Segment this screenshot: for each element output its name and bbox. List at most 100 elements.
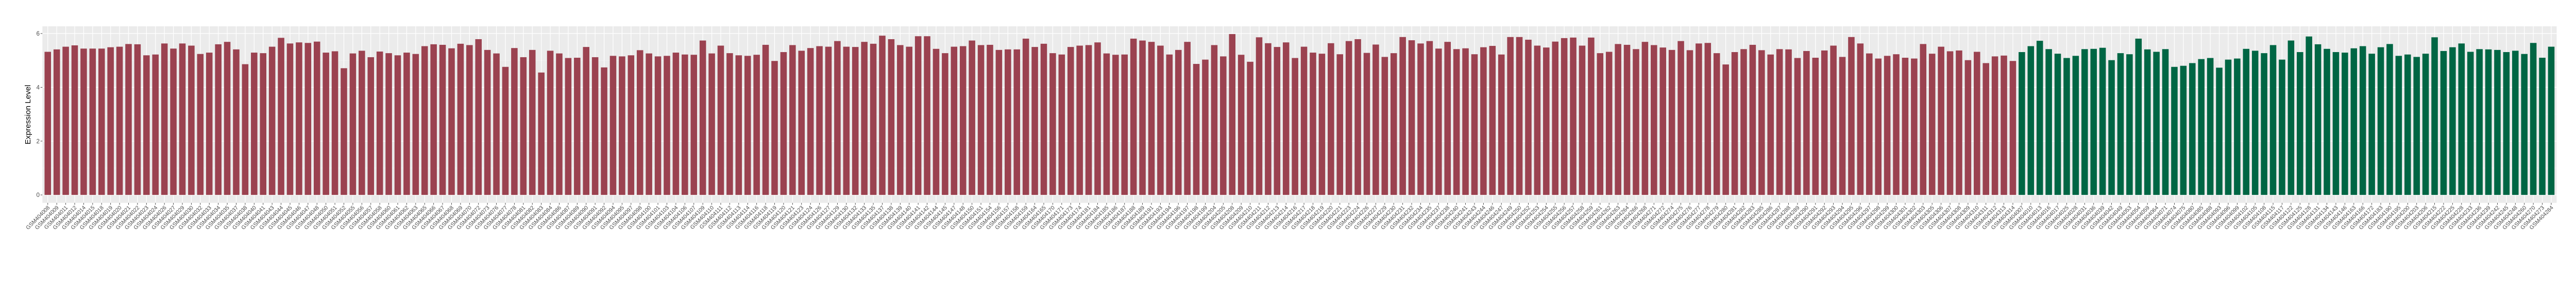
bar-GSM404132 bbox=[852, 47, 859, 195]
bar-GSM404257 bbox=[1570, 37, 1577, 195]
bar-GSM404068 bbox=[448, 48, 455, 195]
bar-GSM404122 bbox=[2287, 40, 2295, 195]
bar-GSM404085 bbox=[2198, 59, 2205, 195]
bar-GSM404186 bbox=[1112, 55, 1119, 195]
bar-GSM404103 bbox=[664, 56, 670, 195]
bar-GSM404100 bbox=[646, 53, 652, 195]
bar-GSM404062 bbox=[403, 53, 410, 195]
bar-GSM404280 bbox=[1722, 64, 1729, 195]
bar-GSM404196 bbox=[1175, 49, 1182, 195]
bar-GSM404214 bbox=[1282, 42, 1290, 195]
bar-GSM404058 bbox=[376, 51, 383, 195]
bar-GSM404258 bbox=[1579, 45, 1586, 195]
bar-GSM404056 bbox=[359, 51, 365, 195]
bar-GSM404171 bbox=[1058, 54, 1065, 195]
bar-GSM404183 bbox=[2377, 47, 2384, 195]
bar-GSM404204 bbox=[1211, 45, 1218, 195]
bar-GSM404029 bbox=[179, 43, 186, 195]
bar-GSM404298 bbox=[1875, 58, 1882, 195]
bar-GSM404139 bbox=[897, 45, 904, 195]
bar-GSM404148 bbox=[959, 46, 967, 195]
y-axis: 0 2 4 6 bbox=[36, 30, 43, 198]
bar-GSM404016 bbox=[2045, 49, 2052, 195]
bar-GSM404143 bbox=[2332, 52, 2340, 195]
bar-GSM404032 bbox=[197, 54, 204, 195]
bar-GSM404307 bbox=[1946, 51, 1954, 195]
bar-GSM404212 bbox=[1265, 43, 1272, 195]
bar-GSM404225 bbox=[2449, 47, 2456, 195]
bar-GSM404140 bbox=[906, 46, 912, 195]
bar-GSM404211 bbox=[1256, 37, 1263, 195]
bar-GSM404249 bbox=[1507, 37, 1514, 195]
bar-GSM404253 bbox=[1534, 45, 1541, 195]
bar-GSM404226 bbox=[1363, 53, 1370, 195]
bar-GSM404300 bbox=[1893, 54, 1900, 195]
bar-GSM404007 bbox=[2019, 52, 2025, 195]
bar-GSM404172 bbox=[2368, 54, 2375, 195]
bar-GSM404305 bbox=[1928, 54, 1936, 195]
bar-GSM404102 bbox=[2243, 48, 2250, 195]
bar-GSM404309 bbox=[1964, 60, 1972, 195]
bar-GSM404098 bbox=[636, 50, 643, 195]
bar-GSM404076 bbox=[493, 53, 500, 195]
bar-GSM404223 bbox=[1345, 41, 1352, 195]
bar-GSM404289 bbox=[1794, 58, 1801, 195]
bar-GSM404054 bbox=[2135, 38, 2142, 195]
bar-GSM404009 bbox=[53, 49, 60, 195]
bar-GSM404238 bbox=[1444, 42, 1451, 195]
bar-GSM404261 bbox=[1597, 53, 1604, 195]
bar-GSM404125 bbox=[2297, 52, 2303, 195]
bar-GSM404174 bbox=[1076, 45, 1083, 195]
bar-GSM404086 bbox=[556, 53, 563, 195]
bar-GSM404129 bbox=[834, 41, 841, 195]
bar-GSM404157 bbox=[1005, 49, 1011, 195]
bar-GSM404065 bbox=[421, 46, 428, 195]
bar-GSM404235 bbox=[1426, 41, 1433, 195]
bar-GSM404126 bbox=[816, 46, 823, 195]
y-tick-label: 2 bbox=[36, 138, 39, 145]
bar-GSM404193 bbox=[1157, 45, 1164, 195]
bar-GSM404097 bbox=[628, 55, 635, 195]
bar-GSM404027 bbox=[170, 48, 177, 195]
bar-GSM404074 bbox=[2171, 67, 2178, 195]
bar-GSM404018 bbox=[98, 48, 105, 195]
bar-GSM404217 bbox=[1300, 46, 1308, 195]
bar-GSM404093 bbox=[2216, 68, 2223, 195]
bar-GSM404314 bbox=[2009, 61, 2016, 195]
bar-GSM404128 bbox=[2306, 36, 2312, 195]
bar-GSM404262 bbox=[1605, 52, 1613, 195]
bar-GSM404064 bbox=[2153, 52, 2160, 195]
bar-GSM404035 bbox=[224, 42, 231, 195]
bar-GSM404014 bbox=[80, 48, 87, 195]
bar-GSM404083 bbox=[538, 72, 545, 195]
bar-GSM404066 bbox=[430, 44, 437, 195]
bar-GSM404215 bbox=[2431, 37, 2438, 195]
bar-GSM404277 bbox=[1696, 43, 1702, 195]
bar-GSM404044 bbox=[278, 38, 284, 195]
x-axis: GSM404008GSM404009GSM404011GSM404012GSM4… bbox=[25, 203, 2555, 231]
bar-GSM404195 bbox=[2395, 56, 2402, 195]
bar-GSM404067 bbox=[439, 44, 446, 195]
bar-GSM404268 bbox=[1641, 42, 1649, 195]
bar-GSM404170 bbox=[1049, 53, 1056, 195]
bar-GSM404072 bbox=[475, 39, 482, 195]
bar-GSM404288 bbox=[1785, 49, 1792, 195]
bar-GSM404190 bbox=[2386, 44, 2393, 195]
bar-GSM404256 bbox=[1561, 38, 1568, 195]
bar-GSM404270 bbox=[2530, 43, 2537, 195]
bar-GSM404285 bbox=[1758, 50, 1765, 195]
bar-GSM404081 bbox=[520, 57, 527, 195]
bar-GSM404047 bbox=[304, 43, 312, 195]
bar-GSM404075 bbox=[2180, 65, 2187, 195]
bar-GSM404036 bbox=[2090, 48, 2097, 195]
bar-GSM404061 bbox=[394, 55, 401, 195]
bar-GSM404080 bbox=[2189, 63, 2196, 195]
bar-GSM404134 bbox=[2324, 48, 2330, 195]
bar-GSM404191 bbox=[1148, 42, 1155, 195]
bar-GSM404055 bbox=[349, 53, 357, 195]
bar-GSM404206 bbox=[2422, 54, 2429, 195]
bar-GSM404089 bbox=[574, 57, 581, 195]
bar-GSM404008 bbox=[44, 52, 52, 195]
bar-GSM404227 bbox=[1372, 44, 1379, 195]
bar-GSM404142 bbox=[924, 36, 930, 195]
